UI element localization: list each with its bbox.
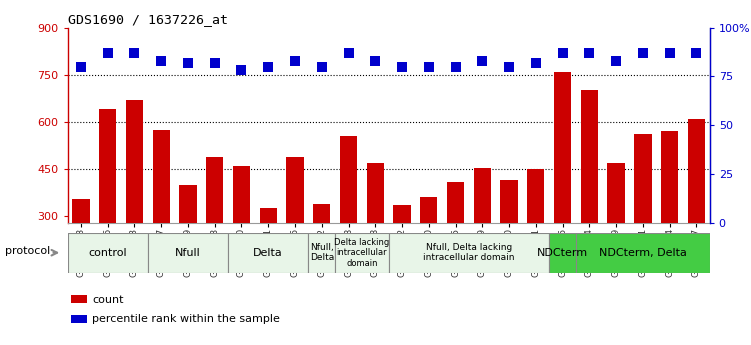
Bar bbox=[474, 168, 491, 310]
Point bbox=[75, 64, 87, 69]
Text: Delta lacking
intracellular
domain: Delta lacking intracellular domain bbox=[334, 238, 390, 268]
FancyBboxPatch shape bbox=[309, 233, 335, 273]
Bar bbox=[71, 295, 87, 303]
Point bbox=[289, 58, 301, 63]
Bar bbox=[447, 182, 464, 310]
Bar bbox=[634, 135, 652, 310]
Point bbox=[556, 50, 569, 56]
FancyBboxPatch shape bbox=[389, 233, 549, 273]
Bar bbox=[688, 119, 705, 310]
Bar bbox=[71, 315, 87, 323]
Point bbox=[610, 58, 622, 63]
Bar bbox=[339, 136, 357, 310]
Bar bbox=[286, 157, 303, 310]
Text: Delta: Delta bbox=[253, 248, 283, 258]
FancyBboxPatch shape bbox=[148, 233, 228, 273]
Bar bbox=[206, 157, 224, 310]
Text: GDS1690 / 1637226_at: GDS1690 / 1637226_at bbox=[68, 13, 228, 27]
Point bbox=[664, 50, 676, 56]
Text: Nfull: Nfull bbox=[175, 248, 201, 258]
Bar bbox=[233, 166, 250, 310]
Bar bbox=[608, 163, 625, 310]
FancyBboxPatch shape bbox=[335, 233, 389, 273]
Bar bbox=[179, 185, 197, 310]
Point bbox=[182, 60, 194, 66]
Point bbox=[423, 64, 435, 69]
Bar bbox=[125, 100, 143, 311]
Point bbox=[637, 50, 649, 56]
Point bbox=[503, 64, 515, 69]
Point bbox=[236, 68, 248, 73]
FancyBboxPatch shape bbox=[576, 233, 710, 273]
Text: count: count bbox=[92, 295, 123, 305]
Point bbox=[529, 60, 541, 66]
Point bbox=[584, 50, 596, 56]
Bar bbox=[72, 199, 89, 310]
Text: percentile rank within the sample: percentile rank within the sample bbox=[92, 314, 280, 324]
Bar bbox=[661, 131, 678, 310]
Bar bbox=[420, 197, 438, 310]
Point bbox=[262, 64, 274, 69]
Point bbox=[476, 58, 488, 63]
Point bbox=[369, 58, 382, 63]
Bar bbox=[99, 109, 116, 310]
Text: protocol: protocol bbox=[5, 246, 50, 256]
Point bbox=[342, 50, 354, 56]
Bar bbox=[313, 204, 330, 310]
Point bbox=[101, 50, 113, 56]
Bar bbox=[500, 180, 517, 310]
Text: Nfull, Delta lacking
intracellular domain: Nfull, Delta lacking intracellular domai… bbox=[423, 243, 514, 263]
FancyBboxPatch shape bbox=[228, 233, 309, 273]
Text: Nfull,
Delta: Nfull, Delta bbox=[309, 243, 334, 263]
Text: NDCterm: NDCterm bbox=[537, 248, 588, 258]
Bar bbox=[366, 163, 384, 310]
Text: control: control bbox=[89, 248, 127, 258]
Bar bbox=[260, 208, 277, 310]
Bar bbox=[553, 72, 572, 310]
Text: NDCterm, Delta: NDCterm, Delta bbox=[599, 248, 686, 258]
Point bbox=[396, 64, 408, 69]
Bar bbox=[581, 90, 598, 310]
Point bbox=[155, 58, 167, 63]
FancyBboxPatch shape bbox=[68, 233, 148, 273]
Point bbox=[128, 50, 140, 56]
Point bbox=[315, 64, 327, 69]
Point bbox=[209, 60, 221, 66]
FancyBboxPatch shape bbox=[549, 233, 576, 273]
Bar bbox=[152, 130, 170, 310]
Point bbox=[450, 64, 462, 69]
Bar bbox=[394, 205, 411, 310]
Bar bbox=[527, 169, 544, 310]
Point bbox=[690, 50, 702, 56]
